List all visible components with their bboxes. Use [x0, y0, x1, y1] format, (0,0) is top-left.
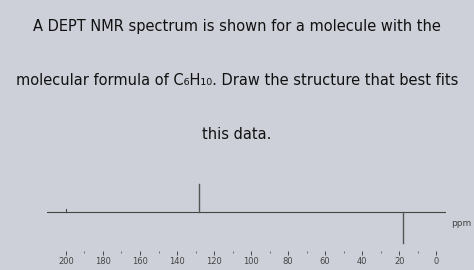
Text: ppm: ppm: [451, 219, 471, 228]
Text: A DEPT NMR spectrum is shown for a molecule with the: A DEPT NMR spectrum is shown for a molec…: [33, 19, 441, 34]
Text: molecular formula of C₆H₁₀. Draw the structure that best fits: molecular formula of C₆H₁₀. Draw the str…: [16, 73, 458, 88]
Text: this data.: this data.: [202, 127, 272, 142]
